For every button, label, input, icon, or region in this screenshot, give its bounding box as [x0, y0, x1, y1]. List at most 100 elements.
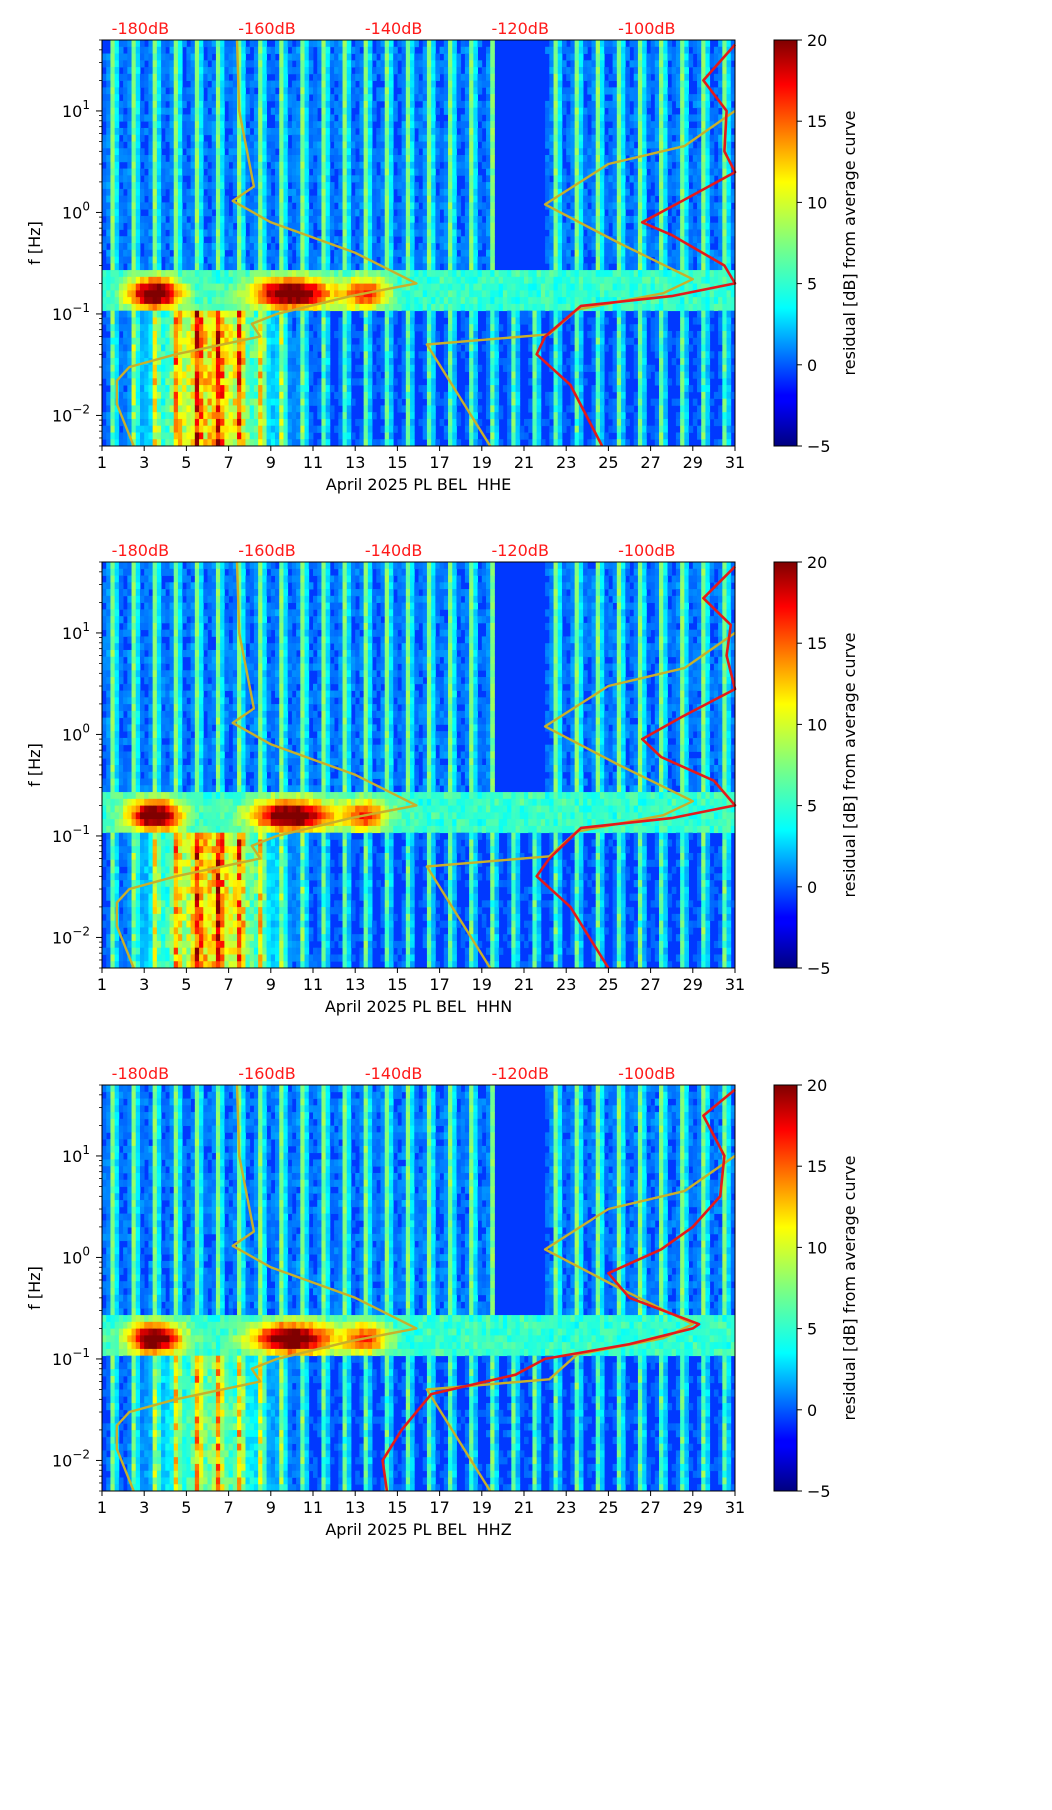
- spectrogram-cell: [220, 73, 225, 81]
- spectrogram-cell: [376, 40, 381, 48]
- spectrogram-cell: [486, 175, 491, 183]
- spectrogram-cell: [114, 249, 120, 257]
- spectrogram-cell: [502, 276, 508, 284]
- spectrogram-cell: [376, 439, 381, 447]
- spectrogram-cell: [346, 236, 352, 244]
- spectrogram-cell: [469, 439, 474, 447]
- spectrogram-cell: [422, 263, 428, 271]
- spectrogram-cell: [296, 317, 301, 325]
- spectrogram-cell: [486, 209, 491, 217]
- spectrogram-cell: [220, 53, 225, 61]
- spectrogram-cell: [346, 351, 352, 359]
- spectrogram-cell: [384, 270, 390, 278]
- spectrogram-cell: [334, 161, 339, 169]
- spectrogram-cell: [494, 330, 500, 339]
- spectrogram-cell: [220, 141, 225, 149]
- spectrogram-cell: [317, 141, 322, 149]
- spectrogram-cell: [194, 195, 200, 203]
- spectrogram-cell: [507, 344, 512, 352]
- spectrogram-cell: [220, 276, 225, 284]
- spectrogram-cell: [486, 114, 491, 122]
- spectrogram-cell: [414, 303, 419, 312]
- spectrogram-cell: [287, 127, 293, 136]
- spectrogram-cell: [173, 168, 179, 176]
- spectrogram-cell: [131, 94, 137, 102]
- spectrogram-cell: [384, 256, 390, 264]
- spectrogram-cell: [448, 256, 453, 264]
- spectrogram-cell: [431, 256, 436, 264]
- spectrogram-cell: [431, 303, 436, 312]
- spectrogram-cell: [321, 364, 327, 372]
- spectrogram-cell: [139, 310, 145, 318]
- spectrogram-cell: [342, 127, 348, 136]
- spectrogram-cell: [135, 60, 141, 68]
- spectrogram-cell: [194, 256, 200, 264]
- spectrogram-cell: [262, 121, 267, 129]
- spectrogram-cell: [118, 202, 124, 210]
- spectrogram-cell: [194, 405, 200, 413]
- spectrogram-cell: [384, 121, 390, 129]
- spectrogram-cell: [456, 134, 462, 142]
- spectrogram-cell: [372, 188, 377, 197]
- spectrogram-cell: [321, 60, 327, 68]
- spectrogram-cell: [296, 148, 301, 156]
- spectrogram-cell: [253, 175, 259, 183]
- spectrogram-cell: [515, 337, 521, 345]
- spectrogram-cell: [173, 303, 179, 312]
- spectrogram-cell: [515, 432, 521, 440]
- spectrogram-cell: [177, 94, 183, 102]
- spectrogram-cell: [486, 249, 491, 257]
- spectrogram-cell: [245, 100, 251, 109]
- spectrogram-cell: [321, 209, 327, 217]
- spectrogram-cell: [249, 188, 255, 197]
- spectrogram-cell: [372, 236, 377, 244]
- spectrogram-cell: [321, 385, 327, 393]
- spectrogram-cell: [215, 53, 221, 61]
- spectrogram-cell: [275, 330, 280, 339]
- spectrogram-cell: [350, 263, 356, 271]
- spectrogram-cell: [203, 432, 208, 440]
- spectrogram-cell: [232, 175, 238, 183]
- spectrogram-cell: [102, 432, 107, 440]
- spectrogram-cell: [384, 310, 390, 318]
- spectrogram-cell: [190, 358, 196, 366]
- spectrogram-cell: [106, 182, 111, 190]
- spectrogram-cell: [464, 243, 470, 251]
- spectrogram-cell: [325, 46, 331, 54]
- spectrogram-cell: [507, 337, 512, 345]
- spectrogram-cell: [123, 371, 128, 379]
- spectrogram-cell: [372, 155, 377, 163]
- spectrogram-cell: [262, 40, 267, 48]
- spectrogram-cell: [123, 127, 128, 136]
- spectrogram-cell: [426, 337, 432, 345]
- spectrogram-cell: [106, 371, 111, 379]
- spectrogram-cell: [148, 412, 154, 420]
- spectrogram-cell: [258, 270, 263, 278]
- spectrogram-cell: [266, 188, 272, 197]
- spectrogram-cell: [249, 141, 255, 149]
- spectrogram-cell: [102, 425, 107, 433]
- spectrogram-cell: [173, 391, 179, 400]
- spectrogram-cell: [114, 114, 120, 122]
- spectrogram-cell: [199, 121, 204, 129]
- spectrogram-cell: [422, 276, 428, 284]
- spectrogram-cell: [469, 188, 474, 197]
- spectrogram-cell: [144, 270, 149, 278]
- spectrogram-cell: [241, 155, 246, 163]
- spectrogram-cell: [148, 351, 154, 359]
- spectrogram-cell: [308, 141, 314, 149]
- spectrogram-cell: [452, 378, 457, 386]
- spectrogram-cell: [511, 310, 516, 318]
- spectrogram-cell: [384, 418, 390, 427]
- spectrogram-cell: [443, 330, 449, 339]
- spectrogram-cell: [279, 412, 284, 420]
- spectrogram-cell: [173, 134, 179, 142]
- spectrogram-cell: [372, 276, 377, 284]
- spectrogram-cell: [405, 100, 411, 109]
- spectrogram-cell: [481, 80, 487, 88]
- spectrogram-cell: [118, 155, 124, 163]
- spectrogram-cell: [228, 317, 234, 325]
- spectrogram-cell: [114, 87, 120, 95]
- spectrogram-cell: [220, 161, 225, 169]
- spectrogram-cell: [439, 168, 445, 176]
